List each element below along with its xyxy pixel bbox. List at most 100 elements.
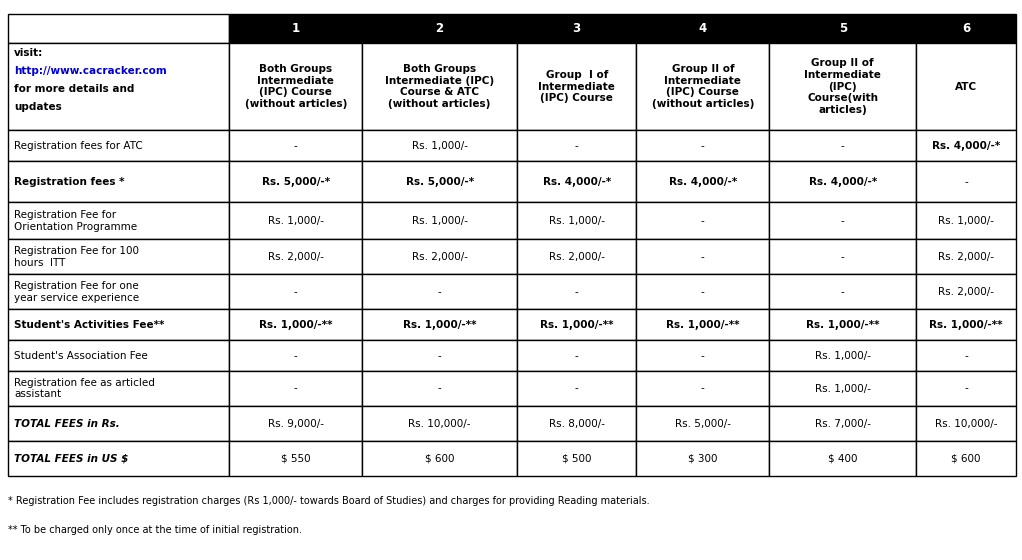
Text: 5: 5: [839, 22, 847, 35]
Bar: [917, 202, 1016, 239]
Text: Rs. 4,000/-*: Rs. 4,000/-*: [932, 141, 1001, 151]
Bar: [229, 202, 362, 239]
Bar: [917, 14, 1016, 43]
Text: -: -: [701, 384, 705, 394]
Text: Rs. 1,000/-**: Rs. 1,000/-**: [259, 320, 332, 330]
Bar: [637, 371, 770, 406]
Text: Rs. 4,000/-*: Rs. 4,000/-*: [808, 177, 877, 186]
Text: Rs. 1,000/-: Rs. 1,000/-: [412, 216, 468, 226]
Text: Rs. 1,000/-**: Rs. 1,000/-**: [929, 320, 1003, 330]
Text: $ 550: $ 550: [281, 454, 311, 464]
Text: Group II of
Intermediate
(IPC)
Course(with
articles): Group II of Intermediate (IPC) Course(wi…: [804, 58, 881, 115]
Text: Rs. 4,000/-*: Rs. 4,000/-*: [543, 177, 611, 186]
Bar: [517, 14, 637, 43]
Bar: [637, 309, 770, 340]
Bar: [517, 202, 637, 239]
Bar: [637, 43, 770, 130]
Text: 3: 3: [572, 22, 580, 35]
Text: Rs. 2,000/-: Rs. 2,000/-: [938, 287, 994, 297]
Text: -: -: [701, 351, 705, 361]
Text: Rs. 4,000/-*: Rs. 4,000/-*: [668, 177, 737, 186]
Bar: [770, 14, 917, 43]
Bar: [229, 406, 362, 441]
Text: Registration fee as articled
assistant: Registration fee as articled assistant: [14, 378, 155, 399]
Bar: [517, 274, 637, 309]
Bar: [917, 406, 1016, 441]
Bar: [8, 274, 229, 309]
Text: Rs. 1,000/-**: Rs. 1,000/-**: [540, 320, 613, 330]
Bar: [770, 274, 917, 309]
Bar: [362, 340, 517, 371]
Bar: [8, 371, 229, 406]
Bar: [770, 441, 917, 476]
Text: Rs. 2,000/-: Rs. 2,000/-: [938, 252, 994, 262]
Text: 1: 1: [291, 22, 299, 35]
Text: Rs. 8,000/-: Rs. 8,000/-: [549, 418, 605, 428]
Text: Registration Fee for
Orientation Programme: Registration Fee for Orientation Program…: [14, 210, 137, 232]
Text: -: -: [574, 287, 578, 297]
Bar: [517, 340, 637, 371]
Text: -: -: [294, 351, 297, 361]
Bar: [517, 130, 637, 161]
Text: TOTAL FEES in US $: TOTAL FEES in US $: [14, 454, 129, 464]
Text: TOTAL FEES in Rs.: TOTAL FEES in Rs.: [14, 418, 120, 428]
Text: $ 300: $ 300: [688, 454, 717, 464]
Bar: [362, 14, 517, 43]
Text: Rs. 2,000/-: Rs. 2,000/-: [412, 252, 468, 262]
Bar: [8, 239, 229, 274]
Text: -: -: [701, 216, 705, 226]
Bar: [770, 406, 917, 441]
Bar: [917, 441, 1016, 476]
Bar: [362, 274, 517, 309]
Bar: [917, 309, 1016, 340]
Text: -: -: [841, 287, 844, 297]
Text: Rs. 1,000/-: Rs. 1,000/-: [412, 141, 468, 151]
Text: Rs. 1,000/-**: Rs. 1,000/-**: [403, 320, 476, 330]
Bar: [917, 371, 1016, 406]
Text: Rs. 5,000/-: Rs. 5,000/-: [675, 418, 731, 428]
Bar: [770, 340, 917, 371]
Bar: [517, 43, 637, 130]
Bar: [229, 43, 362, 130]
Bar: [770, 202, 917, 239]
Bar: [362, 371, 517, 406]
Text: $ 400: $ 400: [828, 454, 857, 464]
Bar: [362, 202, 517, 239]
Bar: [637, 441, 770, 476]
Text: -: -: [701, 252, 705, 262]
Text: Registration Fee for one
year service experience: Registration Fee for one year service ex…: [14, 281, 139, 302]
Bar: [229, 340, 362, 371]
Text: Rs. 1,000/-: Rs. 1,000/-: [938, 216, 994, 226]
Bar: [770, 371, 917, 406]
Text: visit:: visit:: [14, 48, 44, 58]
Text: -: -: [574, 141, 578, 151]
Bar: [917, 43, 1016, 130]
Text: Group  I of
Intermediate
(IPC) Course: Group I of Intermediate (IPC) Course: [539, 70, 615, 103]
Text: Rs. 1,000/-**: Rs. 1,000/-**: [806, 320, 880, 330]
Bar: [362, 239, 517, 274]
Text: Rs. 5,000/-*: Rs. 5,000/-*: [262, 177, 330, 186]
Text: -: -: [437, 351, 442, 361]
Bar: [770, 43, 917, 130]
Bar: [517, 441, 637, 476]
Bar: [770, 130, 917, 161]
Bar: [8, 43, 229, 130]
Text: 4: 4: [699, 22, 707, 35]
Bar: [8, 14, 229, 43]
Text: -: -: [294, 141, 297, 151]
Text: 2: 2: [435, 22, 444, 35]
Text: Rs. 1,000/-: Rs. 1,000/-: [815, 351, 871, 361]
Text: Student's Association Fee: Student's Association Fee: [14, 351, 148, 361]
Bar: [917, 161, 1016, 202]
Bar: [637, 239, 770, 274]
Text: $ 500: $ 500: [562, 454, 592, 464]
Text: Registration Fee for 100
hours  ITT: Registration Fee for 100 hours ITT: [14, 246, 139, 268]
Text: Rs. 2,000/-: Rs. 2,000/-: [549, 252, 605, 262]
Text: for more details and: for more details and: [14, 84, 135, 94]
Text: -: -: [841, 252, 844, 262]
Bar: [229, 239, 362, 274]
Bar: [517, 371, 637, 406]
Bar: [8, 441, 229, 476]
Text: * Registration Fee includes registration charges (Rs 1,000/- towards Board of St: * Registration Fee includes registration…: [8, 496, 650, 506]
Bar: [770, 161, 917, 202]
